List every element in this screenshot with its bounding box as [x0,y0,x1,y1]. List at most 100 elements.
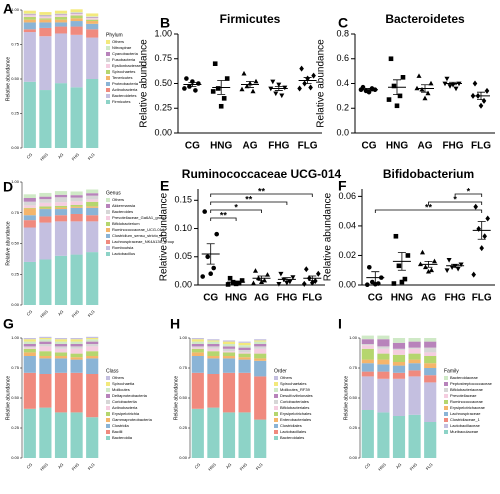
bar-segment [392,365,406,373]
bar-segment [254,341,267,344]
data-point [273,91,279,97]
bar-segment [86,338,99,340]
legend-swatch [274,412,278,416]
bar-segment [39,222,52,260]
bar-segment [222,352,236,356]
bar-segment [39,344,52,347]
bar-segment [207,339,220,341]
bar-segment [361,376,374,410]
bar-segment [70,221,83,255]
legend-swatch [106,406,110,410]
data-point [200,274,205,279]
legend-swatch [274,430,278,434]
bar-segment [222,351,236,353]
y-tick-label: 0.2 [336,103,349,113]
bar-segment [424,422,437,458]
data-point [282,85,288,91]
data-point [458,262,464,268]
bar-segment [207,351,220,356]
bar-segment [191,338,204,340]
y-tick-label: 0.50 [11,395,20,400]
x-tick-label: FLG [87,462,96,471]
legend-label: Fusobacteria [112,57,136,62]
bar-segment [70,14,83,16]
x-tick-label: CG [363,462,371,470]
legend-swatch [106,70,110,74]
legend-title: Phylum [106,32,123,38]
legend-swatch [106,216,110,220]
chart-title: Firmicutes [220,12,281,26]
data-point [394,103,400,109]
data-point [422,95,428,101]
bar-segment [361,371,374,377]
bar-segment [377,364,390,372]
legend-label: Mollicutes [112,387,130,392]
bar-segment [70,87,83,148]
data-point [399,279,405,285]
legend-swatch [106,82,110,86]
bar-segment [39,202,52,207]
legend-label: Nitrospirae [112,45,132,50]
legend-label: Clostridia [112,423,129,428]
bar-segment [86,336,99,338]
x-tick-label: FLG [87,152,96,161]
x-tick-label: HNG [377,462,387,472]
data-point [215,86,221,91]
y-tick-label: 0.00 [179,455,188,460]
legend-swatch [106,246,110,250]
bar-segment [361,344,374,346]
data-point [484,87,490,94]
bar-segment [207,374,220,408]
bar-segment [222,412,236,458]
bar-segment [23,197,36,202]
data-point [396,263,402,269]
data-point [416,73,422,78]
data-point [278,271,284,277]
y-tick-label: 0.25 [349,425,358,430]
significance-bracket [454,193,483,197]
data-point [258,279,265,285]
bar-segment [39,16,52,19]
bar-segment [254,376,267,420]
bar-segment [222,346,236,349]
legend-label: Coriobacteriales [280,399,309,404]
data-point [455,266,461,272]
data-point [386,97,392,102]
bar-segment [408,341,421,348]
bar-segment [86,346,99,352]
legend-label: Ruminococcaceae_UCG-014 [112,227,165,232]
x-tick-label: HNG [39,309,49,319]
bar-segment [39,192,52,197]
data-point [252,268,259,273]
legend-swatch [444,400,448,404]
bar-segment [86,417,99,458]
x-tick-label: FLG [425,462,434,471]
bar-segment [23,16,36,20]
x-tick-label: FHG [71,462,81,472]
x-tick-label: FLG [472,293,492,304]
legend-swatch [106,412,110,416]
bar-segment [361,345,374,349]
bar-segment [23,205,36,208]
bar-segment [23,13,36,15]
data-point [402,276,408,282]
bar-segment [86,206,99,208]
bar-segment [54,13,68,15]
bar-segment [86,79,99,148]
x-tick-label: HNG [391,293,413,304]
legend-label: Clostridiales [280,423,302,428]
legend-swatch [274,388,278,392]
bar-segment [222,344,236,347]
legend-swatch [106,76,110,80]
error-bar [188,82,197,87]
data-point [193,88,198,93]
bar-segment [23,215,36,221]
bar-segment [392,348,406,350]
error-bar [303,77,312,84]
bar-segment [254,340,267,342]
bar-segment [23,22,36,30]
data-point [227,275,233,281]
bar-segment [392,416,406,458]
data-point [428,267,435,273]
